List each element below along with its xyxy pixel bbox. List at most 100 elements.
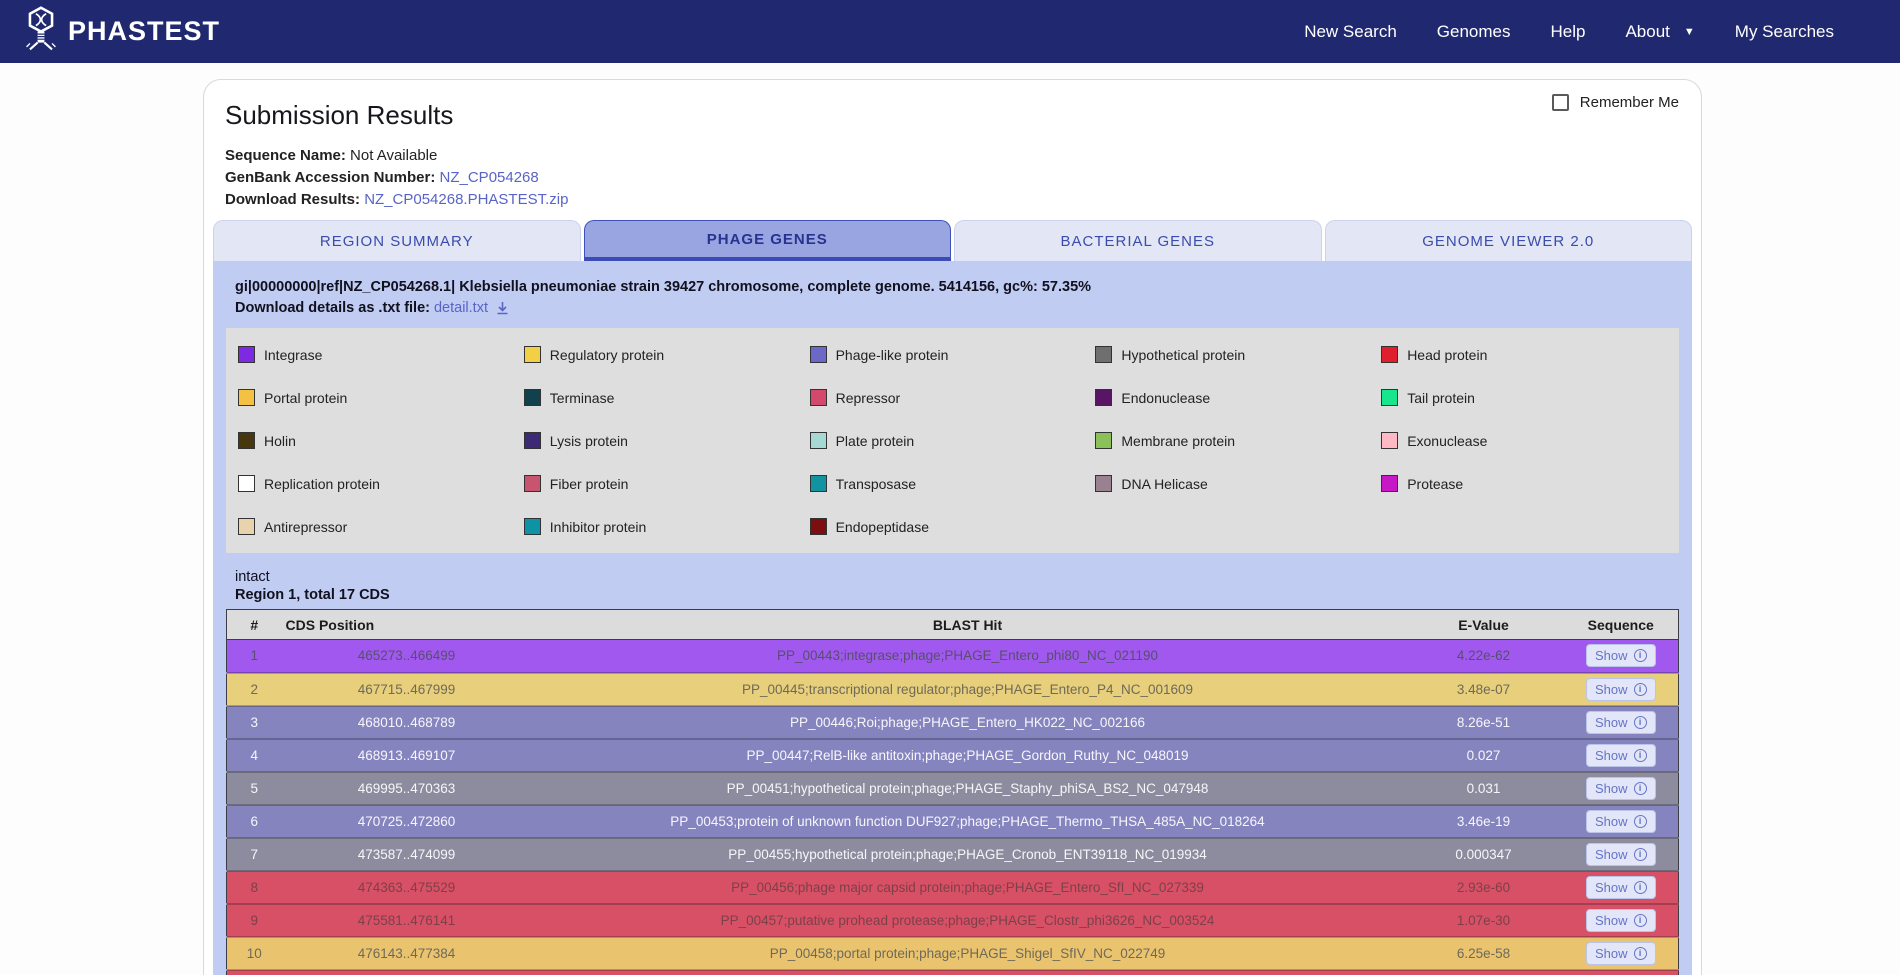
detail-txt-link[interactable]: detail.txt bbox=[433, 300, 488, 316]
evalue-cell: 1.07e-30 bbox=[1403, 902, 1564, 937]
cds-position-cell: 467715..467999 bbox=[281, 671, 532, 706]
nav-item-about[interactable]: About ▼ bbox=[1625, 22, 1694, 42]
remember-me-label: Remember Me bbox=[1579, 94, 1679, 111]
show-button[interactable]: Show i bbox=[1585, 842, 1656, 866]
col-header-sequence: Sequence bbox=[1563, 609, 1679, 640]
show-button[interactable]: Show i bbox=[1585, 809, 1656, 833]
download-icon[interactable] bbox=[496, 301, 509, 315]
info-icon: i bbox=[1633, 946, 1647, 960]
cds-position-cell: 465273..466499 bbox=[357, 648, 456, 664]
legend-label: Endopeptidase bbox=[835, 518, 930, 535]
col-header-cds: CDS Position bbox=[281, 609, 532, 640]
evalue-cell: 3.48e-07 bbox=[1403, 671, 1564, 706]
nav-item-help[interactable]: Help bbox=[1551, 22, 1586, 42]
legend-label: Head protein bbox=[1407, 346, 1488, 363]
legend-swatch bbox=[523, 432, 541, 449]
nav-item-label: New Search bbox=[1304, 21, 1397, 41]
nav-item-label: My Searches bbox=[1734, 21, 1834, 41]
table-row: 2 467715..467999 PP_00445;transcriptional … bbox=[226, 671, 1679, 706]
info-line: Sequence Name: Not Available bbox=[225, 145, 1692, 167]
show-button[interactable]: Show i bbox=[1585, 710, 1656, 734]
table-row: 3 468010..468789 PP_00446;Roi;phage;PHAGE_… bbox=[226, 704, 1679, 739]
phage-genes-panel: gi|00000000|ref|NZ_CP054268.1| Klebsiell… bbox=[213, 261, 1692, 975]
info-icon: i bbox=[1633, 814, 1647, 828]
show-button[interactable]: Show i bbox=[1585, 941, 1656, 965]
show-button-label: Show bbox=[1594, 681, 1628, 697]
evalue-cell: 0.027 bbox=[1403, 737, 1564, 772]
tab-region-summary[interactable]: REGION SUMMARY bbox=[213, 220, 581, 261]
nav-item-my-searches[interactable]: My Searches bbox=[1735, 22, 1834, 42]
show-button[interactable]: Show i bbox=[1585, 908, 1656, 932]
brand[interactable]: PHASTEST bbox=[24, 6, 220, 57]
legend-item: Endonuclease bbox=[1095, 389, 1381, 406]
table-row: 5 469995..470363 PP_00451;hypothetical pro… bbox=[226, 770, 1679, 805]
chevron-down-icon[interactable]: ▼ bbox=[1683, 25, 1695, 38]
num-cell: 2 bbox=[226, 671, 282, 706]
legend-swatch bbox=[1381, 389, 1399, 406]
legend-swatch bbox=[238, 432, 255, 449]
show-button[interactable]: Show i bbox=[1585, 875, 1656, 899]
nav-item-genomes[interactable]: Genomes bbox=[1437, 22, 1511, 42]
legend-item: Integrase bbox=[238, 346, 524, 363]
legend-swatch bbox=[809, 432, 827, 449]
legend-label: Hypothetical protein bbox=[1121, 346, 1246, 363]
info-field-link[interactable]: NZ_CP054268.PHASTEST.zip bbox=[364, 191, 569, 208]
nav-item-new-search[interactable]: New Search bbox=[1304, 22, 1397, 42]
region-status: intact bbox=[235, 569, 270, 585]
download-details-line: Download details as .txt file: detail.txt bbox=[226, 300, 1679, 316]
legend-label: Transposase bbox=[835, 475, 917, 492]
show-button-label: Show bbox=[1594, 945, 1628, 961]
info-icon: i bbox=[1633, 847, 1647, 861]
legend-label: Membrane protein bbox=[1121, 432, 1236, 449]
blast-hit-cell: PP_00443;integrase;phage;PHAGE_Entero_ph… bbox=[776, 648, 1159, 664]
blast-hit-cell: PP_00456;phage major capsid protein;phag… bbox=[531, 869, 1404, 904]
legend-label: Antirepressor bbox=[264, 518, 348, 535]
cds-position-cell bbox=[281, 968, 532, 975]
nav-item-label: Help bbox=[1550, 21, 1586, 41]
legend-swatch bbox=[1095, 389, 1113, 406]
num-cell: 4 bbox=[226, 737, 282, 772]
evalue-cell: 0.000347 bbox=[1403, 836, 1564, 871]
show-button[interactable]: Show i bbox=[1585, 677, 1656, 701]
num-cell: 1 bbox=[250, 648, 258, 664]
num-cell: 7 bbox=[226, 836, 282, 871]
show-button-label: Show bbox=[1594, 846, 1628, 862]
show-button[interactable]: Show i bbox=[1585, 644, 1656, 668]
legend-swatch bbox=[1095, 475, 1113, 492]
genome-description: gi|00000000|ref|NZ_CP054268.1| Klebsiell… bbox=[235, 279, 1092, 295]
tab-bacterial-genes[interactable]: BACTERIAL GENES bbox=[954, 220, 1322, 261]
show-button[interactable]: Show i bbox=[1585, 743, 1656, 767]
remember-me-checkbox[interactable] bbox=[1551, 94, 1569, 111]
legend-label: Repressor bbox=[835, 389, 901, 406]
show-button-label: Show bbox=[1594, 780, 1628, 796]
legend-swatch bbox=[809, 518, 827, 535]
table-row: 7 473587..474099 PP_00455;hypothetical pro… bbox=[226, 836, 1679, 871]
show-button[interactable]: Show i bbox=[1585, 776, 1656, 800]
blast-hit-cell: PP_00451;hypothetical protein;phage;PHAG… bbox=[531, 770, 1404, 805]
info-icon: i bbox=[1633, 715, 1647, 729]
legend-label: Lysis protein bbox=[549, 432, 628, 449]
num-cell: 10 bbox=[226, 935, 282, 970]
legend-swatch bbox=[809, 389, 827, 406]
legend-swatch bbox=[238, 518, 255, 535]
tab-phage-genes[interactable]: PHAGE GENES bbox=[583, 220, 951, 261]
results-card: Remember Me Submission Results Sequence … bbox=[203, 79, 1702, 975]
tab-genome-viewer-2.0[interactable]: GENOME VIEWER 2.0 bbox=[1324, 220, 1692, 261]
evalue-cell: 0.031 bbox=[1403, 770, 1564, 805]
blast-hit-cell: PP_00458;portal protein;phage;PHAGE_Shig… bbox=[531, 935, 1404, 970]
legend-swatch bbox=[1095, 432, 1113, 449]
cds-table: # CDS Position BLAST Hit E-Value Sequenc… bbox=[226, 609, 1679, 975]
legend-item: Phage-like protein bbox=[809, 346, 1096, 363]
legend-item: Regulatory protein bbox=[523, 346, 810, 363]
blast-hit-cell bbox=[531, 968, 1404, 975]
table-row: 1 465273..466499 PP_00443;integrase;phage;… bbox=[226, 639, 1679, 673]
blast-hit-cell: PP_00447;RelB-like antitoxin;phage;PHAGE… bbox=[531, 737, 1404, 772]
info-field-link[interactable]: NZ_CP054268 bbox=[439, 169, 539, 186]
protein-legend: Integrase Regulatory protein Phage-like pr… bbox=[226, 328, 1679, 553]
table-row: 9 475581..476141 PP_00457;putative prohead… bbox=[226, 902, 1679, 937]
info-icon: i bbox=[1633, 682, 1647, 696]
